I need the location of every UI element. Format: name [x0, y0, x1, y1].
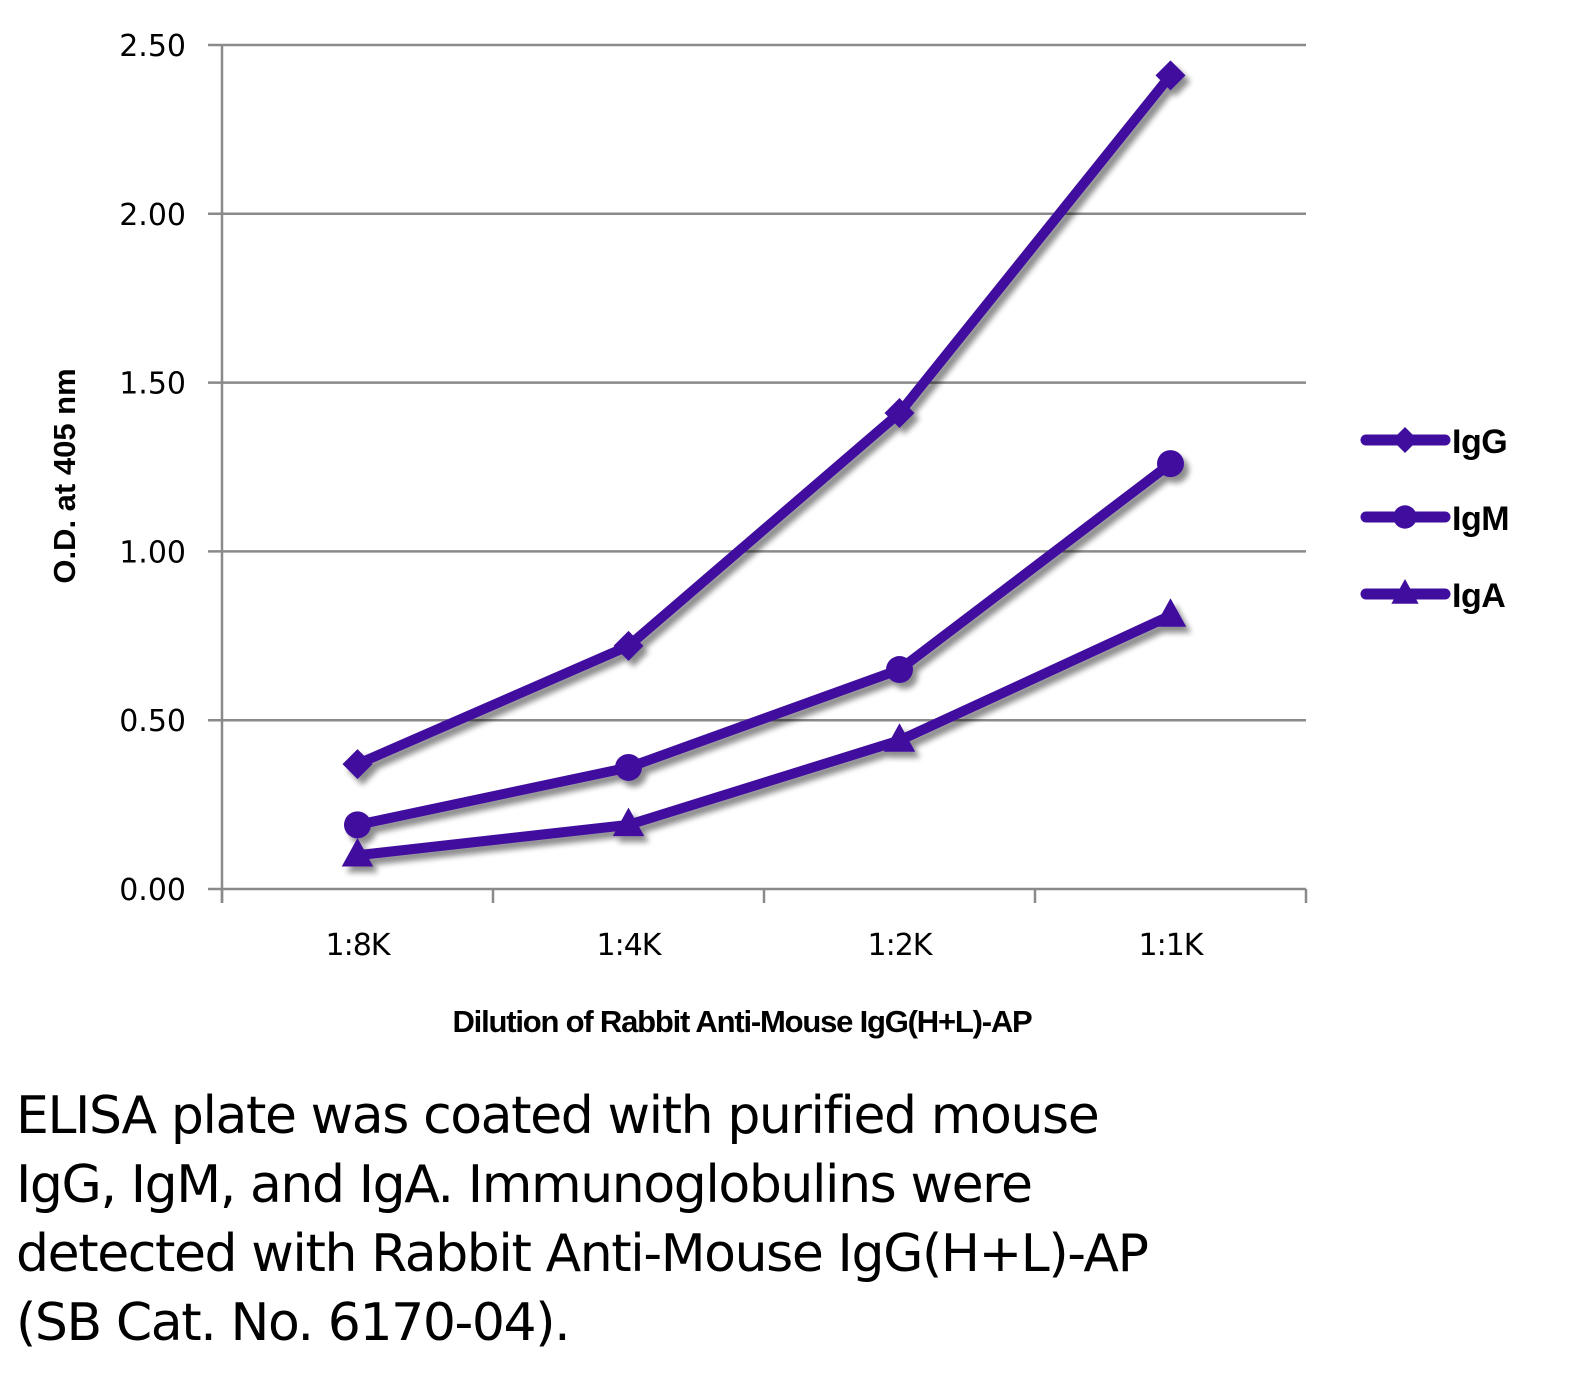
- x-tick-labels: 1:8K 1:4K 1:2K 1:1K: [326, 928, 1206, 963]
- diamond-marker: [342, 749, 373, 780]
- circle-marker: [615, 753, 642, 781]
- circle-marker: [886, 656, 913, 684]
- triangle-marker: [612, 807, 645, 837]
- elisa-line-chart: 0.00 0.50 1.00 1.50 2.00 2.50 1:8K 1:4K 1:2K 1:1…: [47, 29, 1510, 1039]
- series-line: [352, 458, 1176, 830]
- caption-line: (SB Cat. No. 6170-04).: [16, 1293, 571, 1353]
- series-line: [352, 70, 1176, 770]
- y-tick-label: 0.50: [119, 704, 186, 739]
- triangle-marker: [1391, 579, 1419, 604]
- legend-item-iga: IgA: [1360, 577, 1506, 615]
- diamond-marker: [613, 630, 644, 661]
- axes: [208, 45, 1308, 903]
- y-tick-labels: 0.00 0.50 1.00 1.50 2.00 2.50: [119, 29, 186, 908]
- caption-line: ELISA plate was coated with purified mou…: [16, 1086, 1100, 1146]
- y-tick-label: 1.00: [119, 535, 186, 570]
- legend-item-igm: IgM: [1360, 500, 1510, 538]
- legend-label: IgA: [1452, 577, 1505, 615]
- series-igg: [342, 60, 1186, 780]
- diamond-marker: [1392, 427, 1418, 453]
- series-lines: [341, 60, 1187, 867]
- diamond-marker: [1155, 60, 1186, 91]
- triangle-marker: [1154, 598, 1187, 627]
- y-tick-label: 0.00: [119, 873, 186, 908]
- gridlines: [208, 43, 1306, 722]
- diamond-marker: [884, 397, 915, 428]
- caption-line: detected with Rabbit Anti-Mouse IgG(H+L)…: [16, 1224, 1149, 1284]
- caption-line: IgG, IgM, and IgA. Immunoglobulins were: [16, 1155, 1033, 1215]
- y-tick-label: 1.50: [119, 367, 186, 402]
- triangle-marker: [883, 723, 916, 752]
- figure-caption: ELISA plate was coated with purified mou…: [16, 1082, 1576, 1358]
- series-line: [352, 610, 1176, 861]
- legend-label: IgG: [1452, 423, 1507, 461]
- x-tick-label: 1:1K: [1139, 928, 1205, 963]
- series-igm: [344, 450, 1184, 839]
- x-tick-label: 1:2K: [868, 928, 934, 963]
- y-axis-title: O.D. at 405 nm: [47, 368, 82, 583]
- legend-item-igg: IgG: [1360, 423, 1508, 461]
- legend-label: IgM: [1452, 500, 1509, 538]
- legend: IgG IgM IgA: [1360, 423, 1510, 615]
- circle-marker: [344, 811, 371, 839]
- circle-marker: [1393, 505, 1417, 529]
- triangle-marker: [341, 837, 374, 867]
- y-tick-label: 2.00: [119, 198, 186, 233]
- circle-marker: [1157, 450, 1184, 478]
- y-tick-label: 2.50: [119, 29, 186, 64]
- series-iga: [341, 598, 1187, 867]
- x-axis-title: Dilution of Rabbit Anti-Mouse IgG(H+L)-A…: [452, 1004, 1032, 1039]
- x-tick-label: 1:8K: [326, 928, 392, 963]
- x-tick-label: 1:4K: [597, 928, 663, 963]
